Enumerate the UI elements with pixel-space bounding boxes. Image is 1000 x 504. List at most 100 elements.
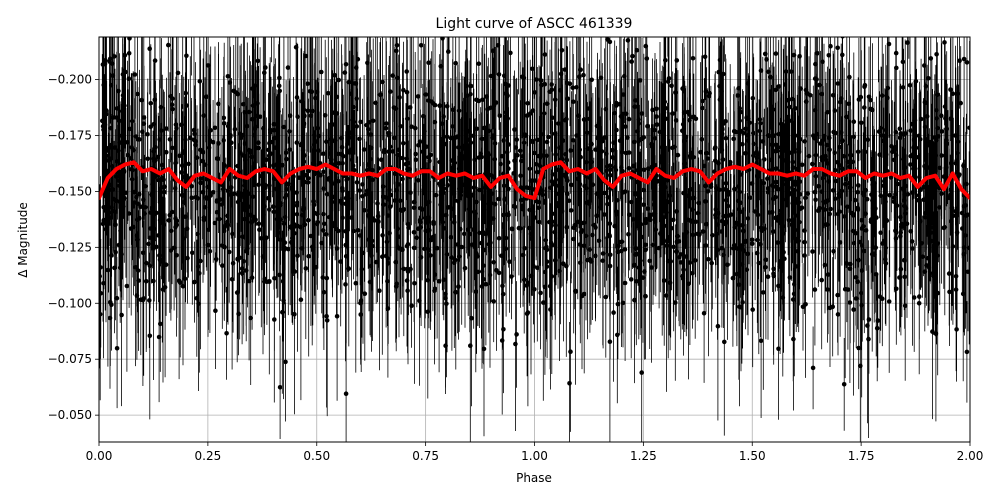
data-point [504, 110, 509, 115]
data-point [208, 138, 213, 143]
data-point [373, 101, 378, 106]
data-point [743, 127, 748, 132]
data-point [101, 281, 106, 286]
data-point [366, 162, 371, 167]
data-point [673, 300, 678, 305]
data-point [481, 277, 486, 282]
data-point [870, 252, 875, 257]
data-point [679, 260, 684, 265]
data-point [539, 153, 544, 158]
data-point [364, 123, 369, 128]
data-point [848, 300, 853, 305]
data-point [241, 259, 246, 264]
data-point [258, 114, 263, 119]
data-point [800, 163, 805, 168]
data-point [121, 204, 126, 209]
data-point [237, 198, 242, 203]
data-point [858, 364, 863, 369]
data-point [153, 98, 158, 103]
data-point [370, 239, 375, 244]
data-point [225, 214, 230, 219]
data-point [382, 150, 387, 155]
data-point [228, 135, 233, 140]
data-point [376, 166, 381, 171]
data-point [780, 237, 785, 242]
data-point [147, 46, 152, 51]
data-point [398, 198, 403, 203]
data-point [252, 16, 257, 21]
data-point [934, 116, 939, 121]
data-point [172, 246, 177, 251]
data-point [895, 203, 900, 208]
data-point [396, 227, 401, 232]
data-point [612, 156, 617, 161]
data-point [123, 70, 128, 75]
data-point [813, 287, 818, 292]
data-point [525, 113, 530, 118]
data-point [910, 190, 915, 195]
data-point [444, 302, 449, 307]
data-point [173, 161, 178, 166]
data-point [109, 126, 114, 131]
data-point [241, 153, 246, 158]
data-point [424, 144, 429, 149]
data-point [309, 113, 314, 118]
data-point [113, 250, 118, 255]
data-point [222, 116, 227, 121]
data-point [343, 243, 348, 248]
data-point [577, 148, 582, 153]
data-point [927, 194, 932, 199]
data-point [267, 153, 272, 158]
data-point [621, 92, 626, 97]
data-point [879, 133, 884, 138]
data-point [955, 151, 960, 156]
data-point [433, 287, 438, 292]
data-point [472, 209, 477, 214]
data-point [736, 86, 741, 91]
data-point [542, 111, 547, 116]
data-point [840, 34, 845, 39]
data-point [311, 161, 316, 166]
data-point [964, 182, 969, 187]
data-point [851, 229, 856, 234]
data-point [668, 280, 673, 285]
data-point [286, 65, 291, 70]
data-point [409, 124, 414, 129]
data-point [649, 265, 654, 270]
data-point [141, 251, 146, 256]
data-point [386, 197, 391, 202]
data-point [881, 183, 886, 188]
data-point [545, 140, 550, 145]
data-point [458, 193, 463, 198]
data-point [855, 279, 860, 284]
data-point [935, 253, 940, 258]
data-point [833, 168, 838, 173]
data-point [638, 258, 643, 263]
data-point [666, 79, 671, 84]
data-point [892, 158, 897, 163]
data-point [639, 275, 644, 280]
data-point [379, 157, 384, 162]
data-point [958, 101, 963, 106]
data-point [766, 190, 771, 195]
data-point [738, 172, 743, 177]
data-point [716, 211, 721, 216]
data-point [360, 182, 365, 187]
data-point [148, 236, 153, 241]
data-point [516, 0, 521, 4]
data-point [457, 109, 462, 114]
data-point [634, 252, 639, 257]
data-point [759, 339, 764, 344]
data-point [778, 209, 783, 214]
data-point [755, 251, 760, 256]
data-point [797, 54, 802, 59]
data-point [136, 278, 141, 283]
data-point [272, 122, 277, 127]
data-point [637, 265, 642, 270]
data-point [847, 75, 852, 80]
data-point [677, 239, 682, 244]
data-point [303, 222, 308, 227]
data-point [654, 107, 659, 112]
data-point [519, 159, 524, 164]
data-point [245, 246, 250, 251]
